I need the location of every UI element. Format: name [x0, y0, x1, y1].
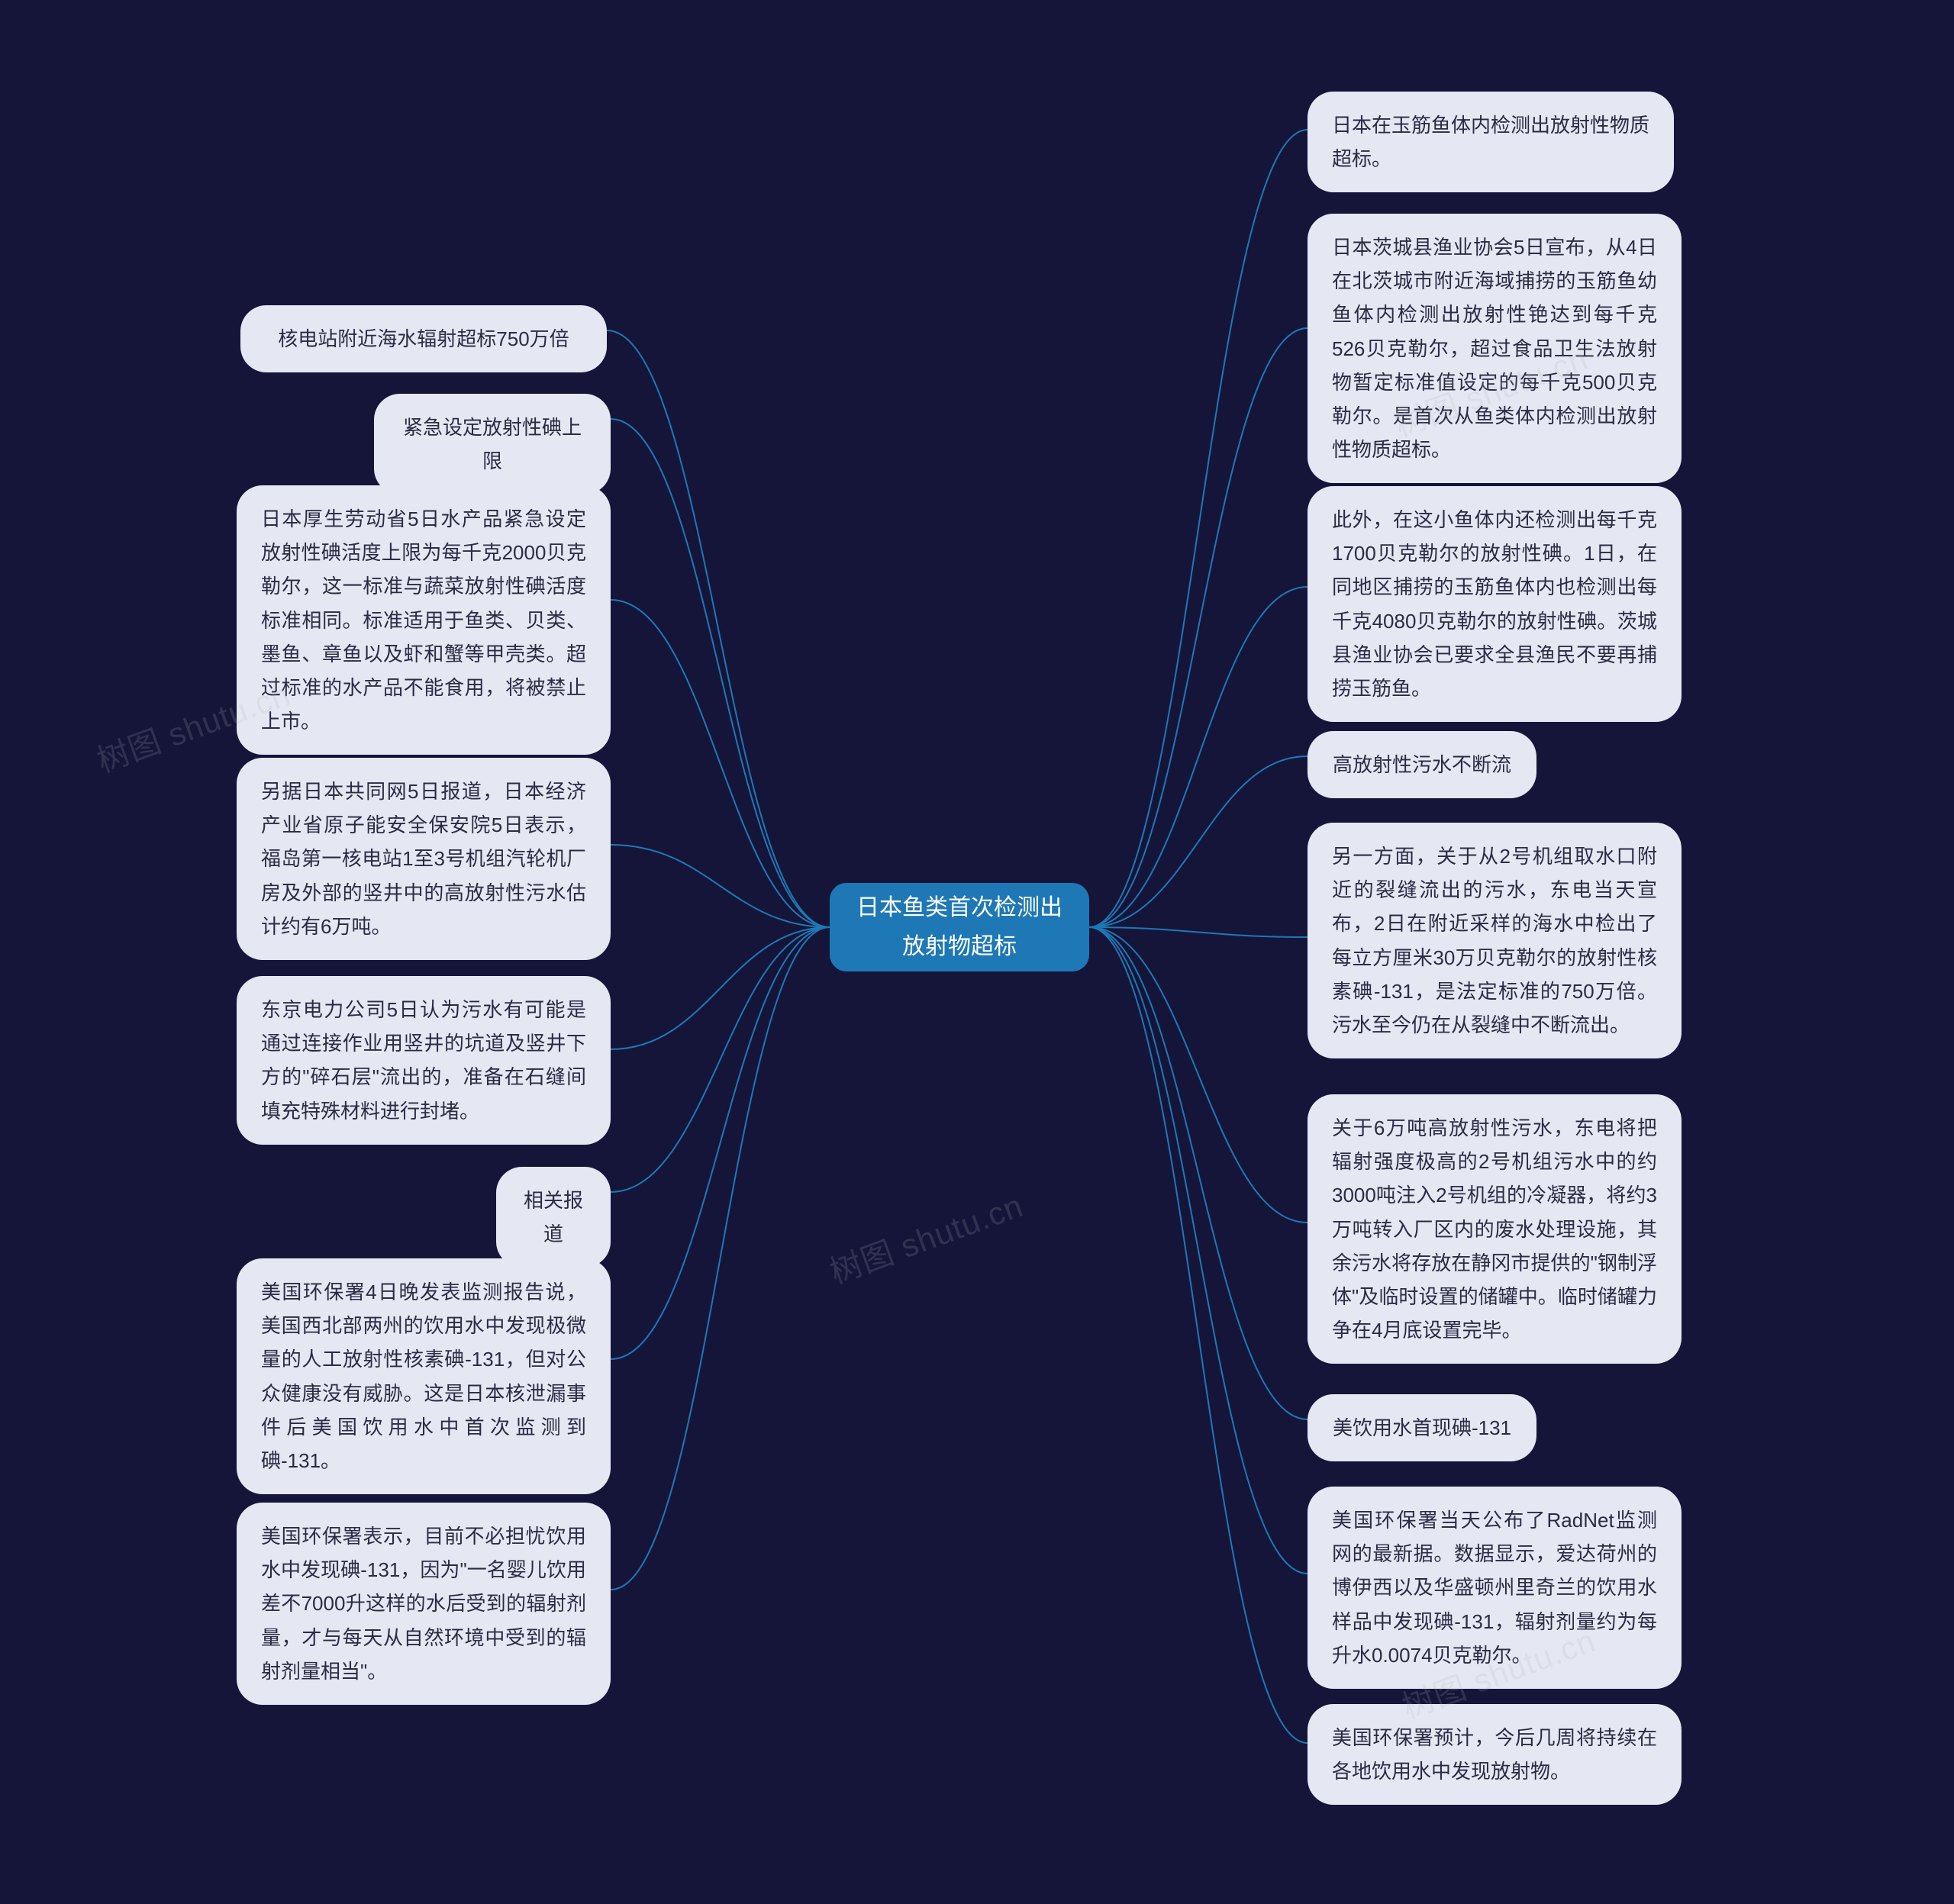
watermark: 树图 shutu.cn: [823, 1180, 1029, 1293]
mindmap-node-text: 日本厚生劳动省5日水产品紧急设定放射性碘活度上限为每千克2000贝克勒尔，这一标…: [261, 502, 586, 738]
mindmap-node-text: 日本茨城县渔业协会5日宣布，从4日在北茨城市附近海域捕捞的玉筋鱼幼鱼体内检测出放…: [1332, 230, 1657, 466]
mindmap-node-text: 美饮用水首现碘-131: [1333, 1411, 1511, 1445]
mindmap-node-text: 紧急设定放射性碘上限: [398, 411, 586, 478]
mindmap-node-text: 东京电力公司5日认为污水有可能是通过连接作业用竖井的坑道及竖井下方的"碎石层"流…: [261, 993, 586, 1128]
mindmap-node-text: 美国环保署表示，目前不必担忧饮用水中发现碘-131，因为"一名婴儿饮用差不700…: [261, 1519, 586, 1688]
mindmap-node[interactable]: 美国环保署当天公布了RadNet监测网的最新据。数据显示，爱达荷州的博伊西以及华…: [1308, 1487, 1682, 1689]
mindmap-node-text: 核电站附近海水辐射超标750万倍: [278, 322, 569, 356]
mindmap-node[interactable]: 另一方面，关于从2号机组取水口附近的裂缝流出的污水，东电当天宣布，2日在附近采样…: [1308, 823, 1682, 1058]
mindmap-node-text: 此外，在这小鱼体内还检测出每千克1700贝克勒尔的放射性碘。1日，在同地区捕捞的…: [1332, 503, 1657, 705]
mindmap-node-text: 日本在玉筋鱼体内检测出放射性物质超标。: [1332, 108, 1649, 176]
mindmap-node[interactable]: 美饮用水首现碘-131: [1308, 1394, 1536, 1461]
center-topic-label: 日本鱼类首次检测出放射物超标: [854, 888, 1065, 966]
mindmap-node[interactable]: 日本在玉筋鱼体内检测出放射性物质超标。: [1308, 92, 1674, 192]
mindmap-node-text: 高放射性污水不断流: [1333, 748, 1511, 781]
mindmap-node[interactable]: 紧急设定放射性碘上限: [374, 394, 611, 495]
mindmap-node-text: 美国环保署4日晚发表监测报告说，美国西北部两州的饮用水中发现极微量的人工放射性核…: [261, 1275, 586, 1477]
mindmap-node[interactable]: 核电站附近海水辐射超标750万倍: [240, 305, 607, 372]
mindmap-node[interactable]: 另据日本共同网5日报道，日本经济产业省原子能安全保安院5日表示，福岛第一核电站1…: [237, 758, 611, 960]
mindmap-node[interactable]: 相关报道: [496, 1167, 611, 1268]
mindmap-node-text: 相关报道: [521, 1184, 586, 1251]
mindmap-node-text: 关于6万吨高放射性污水，东电将把辐射强度极高的2号机组污水中的约3000吨注入2…: [1332, 1111, 1657, 1347]
mindmap-node[interactable]: 日本厚生劳动省5日水产品紧急设定放射性碘活度上限为每千克2000贝克勒尔，这一标…: [237, 485, 611, 755]
mindmap-node[interactable]: 东京电力公司5日认为污水有可能是通过连接作业用竖井的坑道及竖井下方的"碎石层"流…: [237, 976, 611, 1145]
mindmap-node[interactable]: 高放射性污水不断流: [1308, 731, 1536, 798]
mindmap-node-text: 美国环保署预计，今后几周将持续在各地饮用水中发现放射物。: [1332, 1721, 1657, 1788]
mindmap-node-text: 另一方面，关于从2号机组取水口附近的裂缝流出的污水，东电当天宣布，2日在附近采样…: [1332, 839, 1657, 1042]
mindmap-node[interactable]: 美国环保署预计，今后几周将持续在各地饮用水中发现放射物。: [1308, 1704, 1682, 1805]
center-topic[interactable]: 日本鱼类首次检测出放射物超标: [830, 883, 1089, 971]
mindmap-node[interactable]: 美国环保署4日晚发表监测报告说，美国西北部两州的饮用水中发现极微量的人工放射性核…: [237, 1258, 611, 1494]
mindmap-node[interactable]: 美国环保署表示，目前不必担忧饮用水中发现碘-131，因为"一名婴儿饮用差不700…: [237, 1503, 611, 1705]
mindmap-node[interactable]: 此外，在这小鱼体内还检测出每千克1700贝克勒尔的放射性碘。1日，在同地区捕捞的…: [1308, 486, 1682, 722]
mindmap-node-text: 另据日本共同网5日报道，日本经济产业省原子能安全保安院5日表示，福岛第一核电站1…: [261, 775, 586, 943]
mindmap-node[interactable]: 日本茨城县渔业协会5日宣布，从4日在北茨城市附近海域捕捞的玉筋鱼幼鱼体内检测出放…: [1308, 214, 1682, 483]
mindmap-canvas: 日本鱼类首次检测出放射物超标 核电站附近海水辐射超标750万倍紧急设定放射性碘上限…: [0, 0, 1954, 1904]
mindmap-node[interactable]: 关于6万吨高放射性污水，东电将把辐射强度极高的2号机组污水中的约3000吨注入2…: [1308, 1094, 1682, 1364]
mindmap-node-text: 美国环保署当天公布了RadNet监测网的最新据。数据显示，爱达荷州的博伊西以及华…: [1332, 1503, 1657, 1672]
